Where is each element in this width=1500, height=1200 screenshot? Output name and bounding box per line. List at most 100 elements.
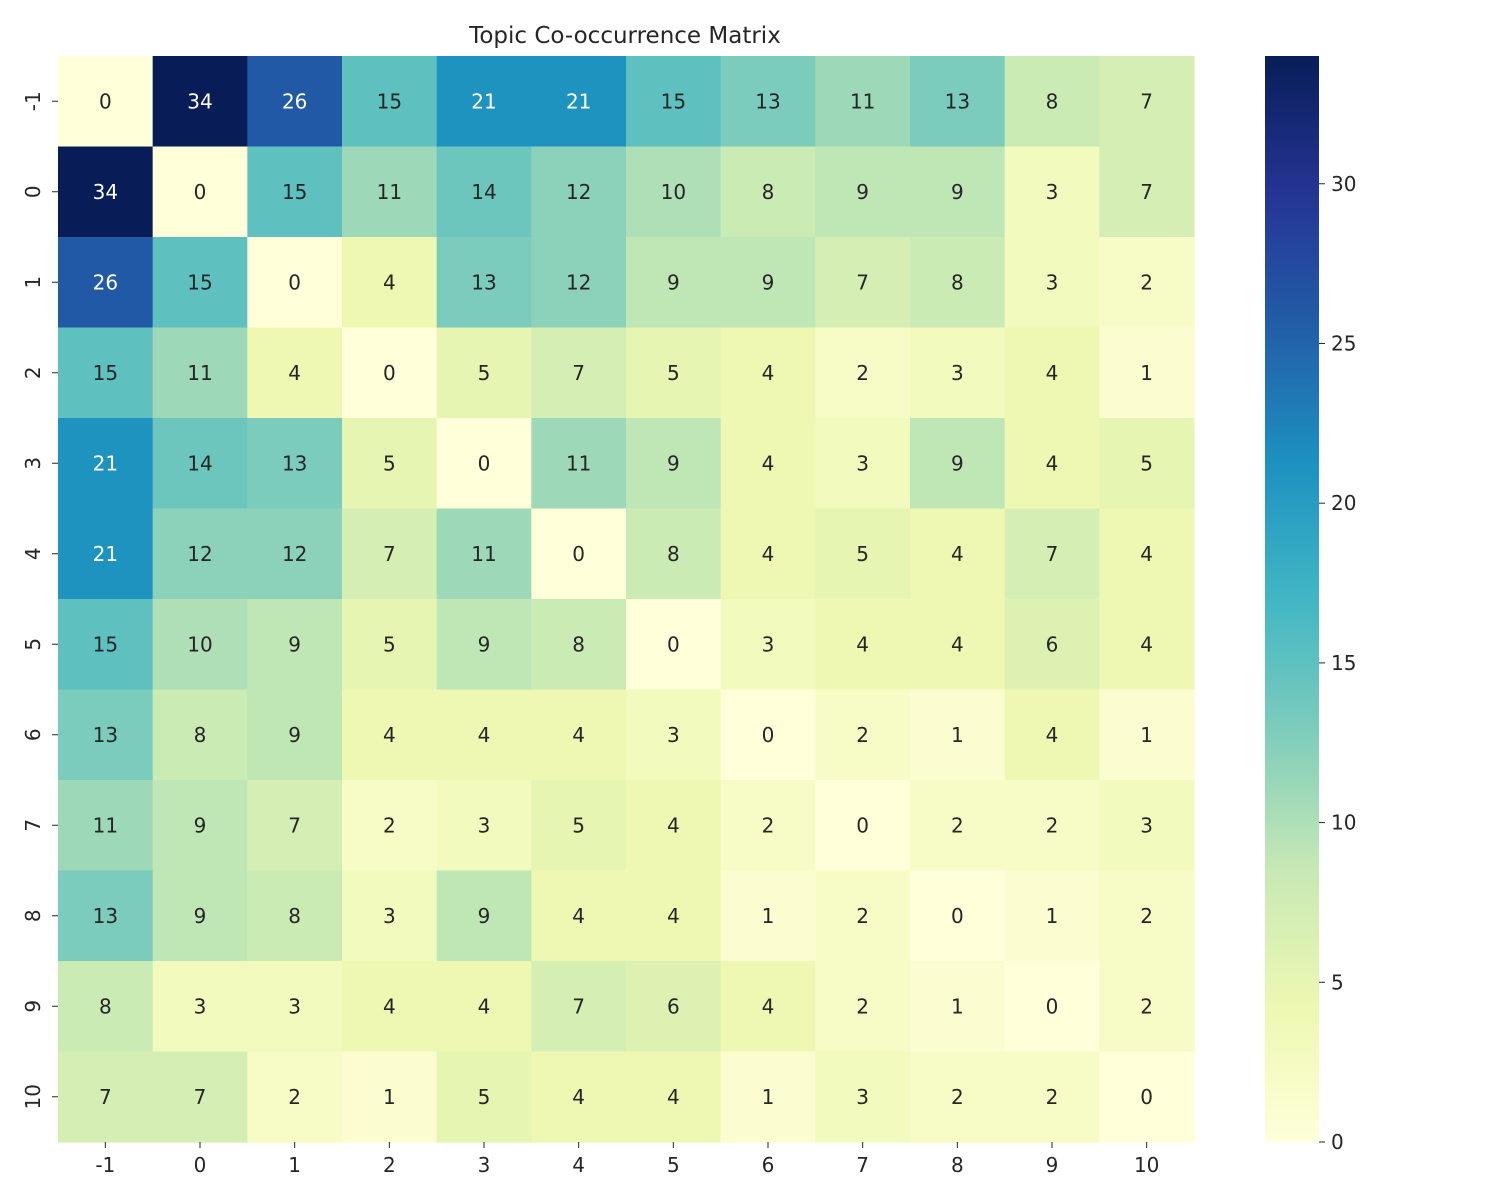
heatmap-cell: [247, 780, 343, 872]
heatmap-cell: [815, 418, 911, 510]
heatmap-cell: [247, 327, 343, 419]
cell-value-label: 34: [93, 180, 118, 204]
heatmap-cell: [720, 146, 816, 238]
y-axis: -1 0 1 2 3 4 5 6 7 8 9 10: [21, 91, 58, 1109]
heatmap-cell: [626, 508, 722, 600]
cell-value-label: 4: [667, 813, 680, 837]
cell-value-label: 2: [856, 723, 869, 747]
colorbar-ticks: 0 5 10 15 20 25 30: [1319, 172, 1356, 1154]
y-tick-label: 5: [21, 638, 45, 651]
cell-value-label: 4: [762, 542, 775, 566]
cell-value-label: 4: [1046, 361, 1059, 385]
heatmap-cell: [247, 870, 343, 962]
cell-value-label: 11: [471, 542, 496, 566]
cell-value-label: 4: [762, 994, 775, 1018]
cell-value-label: 21: [566, 89, 591, 113]
cell-value-label: 1: [762, 1085, 775, 1109]
heatmap-cell: [531, 146, 627, 238]
y-tick-label: 4: [21, 547, 45, 560]
cell-value-label: 10: [661, 180, 686, 204]
cell-value-label: 0: [1140, 1085, 1153, 1109]
cell-value-label: 7: [1046, 542, 1059, 566]
heatmap-cell: [1099, 689, 1195, 781]
colorbar-tick-label: 10: [1331, 811, 1356, 835]
heatmap-cell: [58, 146, 154, 238]
heatmap-cell: [58, 780, 154, 872]
heatmap-cell: [815, 870, 911, 962]
cell-value-label: 3: [1140, 813, 1153, 837]
cell-value-label: 26: [282, 89, 307, 113]
y-tick-label: 9: [21, 1000, 45, 1013]
heatmap-cell: [1004, 1051, 1100, 1143]
cell-value-label: 7: [383, 542, 396, 566]
heatmap-cell: [1099, 1051, 1195, 1143]
chart-title: Topic Co-occurrence Matrix: [468, 23, 781, 49]
cell-value-label: 3: [951, 361, 964, 385]
cell-value-label: 1: [951, 723, 964, 747]
cell-value-label: 11: [93, 813, 118, 837]
cell-value-label: 9: [288, 632, 301, 656]
x-tick-label: 6: [762, 1153, 775, 1177]
cell-value-label: 7: [1140, 89, 1153, 113]
cell-value-label: 0: [99, 89, 112, 113]
heatmap-cell: [247, 689, 343, 781]
cell-value-label: 12: [187, 542, 212, 566]
cell-value-label: 13: [755, 89, 780, 113]
cell-value-label: 2: [951, 813, 964, 837]
heatmap-cell: [152, 146, 248, 238]
cell-value-label: 2: [1140, 994, 1153, 1018]
cell-value-label: 9: [667, 270, 680, 294]
cell-value-label: 0: [856, 813, 869, 837]
heatmap-cell: [1099, 961, 1195, 1053]
cell-value-label: 13: [282, 451, 307, 475]
cell-value-label: 8: [1046, 89, 1059, 113]
cell-value-label: 15: [282, 180, 307, 204]
colorbar-tick-label: 25: [1331, 331, 1356, 355]
cell-value-label: 9: [288, 723, 301, 747]
heatmap-cell: [626, 870, 722, 962]
heatmap-cell: [1099, 146, 1195, 238]
heatmap-cell: [247, 418, 343, 510]
y-tick-label: 3: [21, 457, 45, 470]
heatmap-cell: [531, 1051, 627, 1143]
heatmap-cell: [720, 689, 816, 781]
heatmap-cell: [626, 961, 722, 1053]
y-tick-label: 10: [21, 1084, 45, 1109]
cell-value-label: 21: [471, 89, 496, 113]
heatmap-cell: [436, 599, 532, 691]
cell-value-label: 15: [93, 632, 118, 656]
heatmap-cell: [152, 961, 248, 1053]
cell-value-label: 7: [194, 1085, 207, 1109]
heatmap-cell: [815, 689, 911, 781]
cell-value-label: 9: [194, 904, 207, 928]
heatmap-cell: [531, 56, 627, 148]
heatmap-cell: [1099, 599, 1195, 691]
heatmap-cell: [342, 146, 438, 238]
cell-value-label: 4: [762, 451, 775, 475]
cell-value-label: 4: [572, 1085, 585, 1109]
heatmap-cell: [626, 1051, 722, 1143]
heatmap-cell: [152, 56, 248, 148]
cell-value-label: 2: [1140, 270, 1153, 294]
heatmap-cell: [436, 56, 532, 148]
heatmap-cell: [720, 508, 816, 600]
heatmap-cell: [910, 870, 1006, 962]
heatmap-cell: [626, 327, 722, 419]
cell-value-label: 13: [471, 270, 496, 294]
cell-value-label: 1: [1140, 361, 1153, 385]
heatmap-cell: [910, 508, 1006, 600]
cell-value-label: 6: [667, 994, 680, 1018]
cell-value-label: 9: [478, 904, 491, 928]
heatmap-cell: [1004, 780, 1100, 872]
heatmap-cell: [436, 780, 532, 872]
colorbar-gradient: [1265, 56, 1319, 1142]
cell-value-label: 3: [667, 723, 680, 747]
heatmap-cell: [436, 418, 532, 510]
colorbar: 0 5 10 15 20 25 30: [1265, 56, 1356, 1154]
cell-value-label: 21: [93, 542, 118, 566]
y-tick-label: 7: [21, 819, 45, 832]
cell-value-label: 4: [856, 632, 869, 656]
heatmap-cell: [910, 237, 1006, 329]
cell-value-label: 9: [194, 813, 207, 837]
